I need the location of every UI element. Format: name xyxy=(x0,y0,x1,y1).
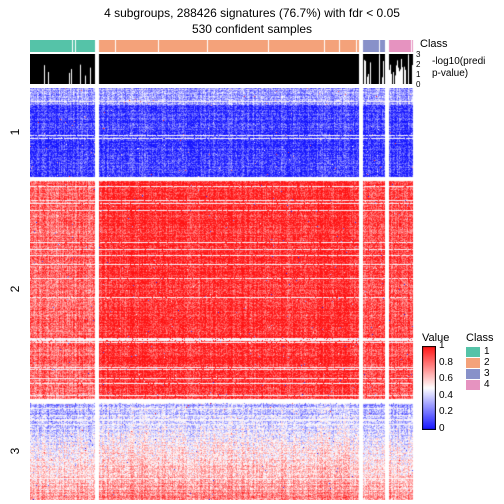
pvalue-annotation-label-l2: p-value) xyxy=(432,68,468,79)
value-colorbar-tick: 0.6 xyxy=(439,373,453,384)
class-legend-swatch xyxy=(466,369,480,379)
class-legend-item: 2 xyxy=(466,357,494,368)
heatmap-body xyxy=(30,88,414,500)
class-legend-label: 4 xyxy=(484,379,490,390)
class-legend-item: 3 xyxy=(466,368,494,379)
class-legend-item: 4 xyxy=(466,379,494,390)
class-legend-label: 1 xyxy=(484,346,490,357)
class-annotation-bar xyxy=(30,40,414,52)
value-colorbar xyxy=(422,346,436,430)
value-colorbar-tick: 0.8 xyxy=(439,357,453,368)
pvalue-annotation-label-l1: -log10(predi xyxy=(432,56,485,67)
pvalue-tick: 2 xyxy=(416,60,420,69)
class-legend: Class 1234 xyxy=(466,332,494,390)
pvalue-tick: 3 xyxy=(416,50,420,59)
class-legend-swatch xyxy=(466,347,480,357)
value-legend-title: Value xyxy=(422,332,449,344)
value-colorbar-tick: 1 xyxy=(439,340,445,351)
class-legend-label: 2 xyxy=(484,357,490,368)
plot-subtitle: 530 confident samples xyxy=(0,22,504,36)
class-legend-label: 3 xyxy=(484,368,490,379)
plot-title: 4 subgroups, 288426 signatures (76.7%) w… xyxy=(0,6,504,20)
class-annotation-label: Class xyxy=(420,38,448,50)
pvalue-tick: 1 xyxy=(416,70,420,79)
row-cluster-label: 2 xyxy=(8,276,22,302)
pvalue-tick: 0 xyxy=(416,80,420,89)
class-legend-swatch xyxy=(466,358,480,368)
row-cluster-label: 3 xyxy=(8,438,22,464)
row-cluster-label: 1 xyxy=(8,119,22,145)
value-colorbar-tick: 0.2 xyxy=(439,406,453,417)
pvalue-annotation-bar xyxy=(30,54,414,84)
class-legend-items: 1234 xyxy=(466,346,494,390)
value-legend: Value 00.20.40.60.81 xyxy=(422,332,449,430)
class-legend-item: 1 xyxy=(466,346,494,357)
class-legend-swatch xyxy=(466,380,480,390)
class-legend-title: Class xyxy=(466,332,494,344)
value-colorbar-tick: 0 xyxy=(439,423,445,434)
pvalue-annotation-ticks: 0123 xyxy=(416,54,430,84)
value-colorbar-tick: 0.4 xyxy=(439,390,453,401)
